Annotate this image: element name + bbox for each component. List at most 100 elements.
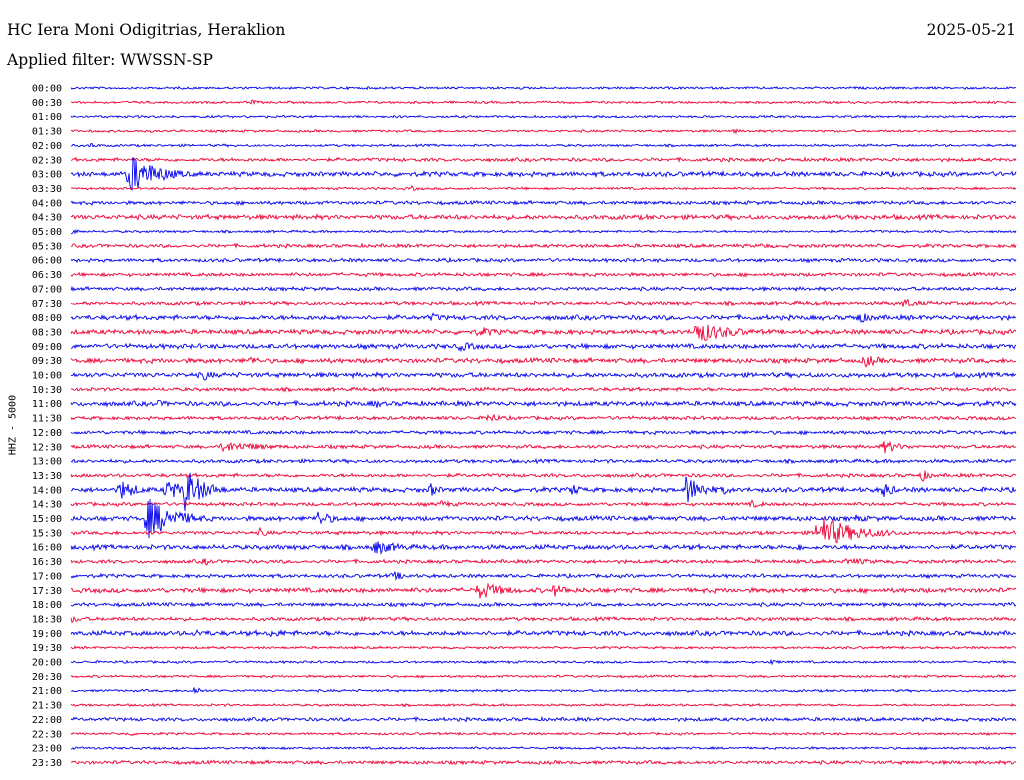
- trace-row: [70, 687, 1017, 695]
- trace-row: [70, 731, 1017, 737]
- time-label: 16:30: [32, 557, 62, 568]
- time-label: 11:30: [32, 414, 62, 425]
- trace-row: [70, 114, 1017, 119]
- trace-row: [70, 759, 1017, 766]
- time-label: 10:00: [32, 371, 62, 382]
- trace-row: [70, 470, 1017, 482]
- filter-label: Applied filter: WWSSN-SP: [7, 51, 213, 69]
- trace-row: [70, 156, 1017, 192]
- time-label: 10:30: [32, 385, 62, 396]
- trace-row: [70, 645, 1017, 650]
- time-label: 22:00: [32, 715, 62, 726]
- trace-row: [70, 472, 1017, 512]
- time-label: 15:30: [32, 528, 62, 539]
- time-label: 17:00: [32, 571, 62, 582]
- trace-row: [70, 571, 1017, 581]
- time-label: 12:30: [32, 442, 62, 453]
- trace-row: [70, 85, 1017, 91]
- time-label: 01:00: [32, 112, 62, 123]
- time-label: 09:00: [32, 342, 62, 353]
- time-label: 04:00: [32, 198, 62, 209]
- time-label: 07:00: [32, 284, 62, 295]
- trace-row: [71, 213, 1017, 222]
- trace-row: [70, 143, 1017, 148]
- time-label: 01:30: [32, 127, 62, 138]
- time-label-group: 00:00 00:30 01:00 01:30 02:00 02:30 03:00 03:30…: [32, 84, 62, 769]
- time-label: 16:00: [32, 543, 62, 554]
- trace-row: [70, 285, 1017, 293]
- trace-row: [70, 429, 1017, 436]
- time-label: 18:30: [32, 614, 62, 625]
- trace-row: [70, 324, 1017, 341]
- time-label: 05:30: [32, 241, 62, 252]
- time-label: 14:30: [32, 500, 62, 511]
- time-label: 12:00: [32, 428, 62, 439]
- time-label: 21:00: [32, 686, 62, 697]
- time-label: 21:30: [32, 701, 62, 712]
- trace-row: [70, 413, 1017, 422]
- time-label: 08:30: [32, 327, 62, 338]
- trace-row: [70, 228, 1017, 235]
- trace-row: [70, 601, 1017, 608]
- trace-row: [70, 517, 1017, 544]
- time-label: 07:30: [32, 299, 62, 310]
- time-label: 04:30: [32, 213, 62, 224]
- trace-row: [70, 399, 1017, 408]
- trace-row: [70, 298, 1017, 307]
- trace-row: [70, 156, 1017, 163]
- time-label: 06:30: [32, 270, 62, 281]
- trace-row: [70, 356, 1017, 368]
- trace-row: [70, 312, 1017, 323]
- time-label: 22:30: [32, 729, 62, 740]
- trace-row: [70, 128, 1017, 135]
- time-label: 13:00: [32, 457, 62, 468]
- time-label: 14:00: [32, 485, 62, 496]
- record-date: 2025-05-21: [926, 21, 1016, 39]
- time-label: 11:00: [32, 399, 62, 410]
- time-label: 03:00: [32, 170, 62, 181]
- trace-row: [70, 99, 1017, 106]
- time-label: 00:30: [32, 98, 62, 109]
- time-label: 08:00: [32, 313, 62, 324]
- trace-row: [70, 628, 1017, 638]
- trace-row: [70, 702, 1017, 708]
- trace-row: [70, 457, 1017, 465]
- time-label: 20:30: [32, 672, 62, 683]
- time-label: 18:00: [32, 600, 62, 611]
- trace-row: [70, 242, 1017, 249]
- trace-row: [70, 440, 1017, 454]
- trace-row: [70, 271, 1016, 278]
- station-title: HC Iera Moni Odigitrias, Heraklion: [7, 21, 286, 39]
- trace-row: [70, 386, 1017, 393]
- time-label: 13:30: [32, 471, 62, 482]
- time-label: 17:30: [32, 586, 62, 597]
- time-label: 00:00: [32, 84, 62, 95]
- time-label: 05:00: [32, 227, 62, 238]
- time-label: 23:30: [32, 758, 62, 769]
- trace-row: [70, 558, 1017, 566]
- time-label: 02:00: [32, 141, 62, 152]
- trace-row: [70, 674, 1017, 679]
- time-label: 06:00: [32, 256, 62, 267]
- time-label: 23:00: [32, 744, 62, 755]
- trace-row: [70, 370, 1017, 381]
- time-label: 03:30: [32, 184, 62, 195]
- trace-row: [70, 715, 1017, 723]
- trace-row: [70, 499, 1017, 539]
- trace-group: [70, 85, 1017, 766]
- trace-row: [70, 615, 1017, 624]
- time-label: 19:30: [32, 643, 62, 654]
- trace-row: [70, 745, 1017, 751]
- trace-row: [70, 184, 1017, 192]
- trace-row: [70, 342, 1017, 353]
- time-label: 20:00: [32, 658, 62, 669]
- trace-row: [70, 499, 1017, 508]
- trace-row: [70, 256, 1017, 264]
- time-label: 02:30: [32, 155, 62, 166]
- trace-row: [70, 199, 1017, 207]
- trace-row: [70, 658, 1017, 666]
- time-label: 09:30: [32, 356, 62, 367]
- time-label: 19:00: [32, 629, 62, 640]
- time-label: 15:00: [32, 514, 62, 525]
